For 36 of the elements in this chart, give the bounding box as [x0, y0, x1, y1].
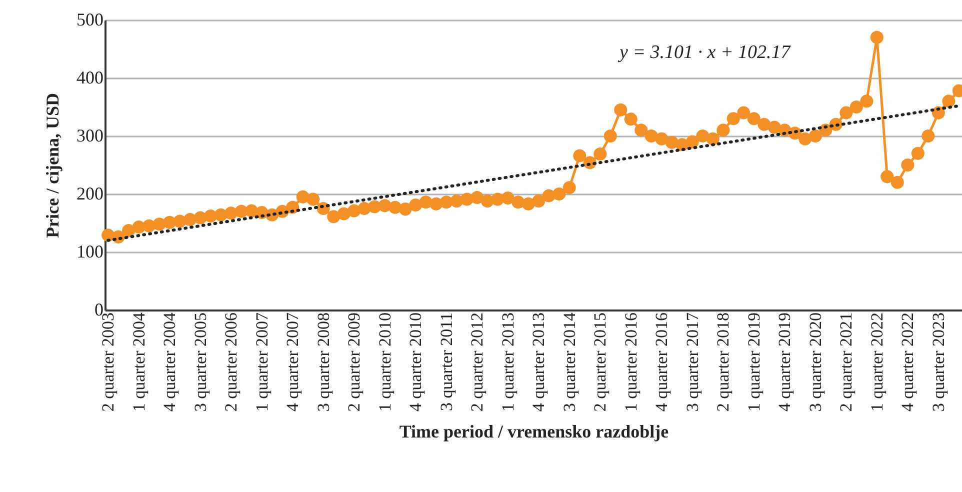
x-tick-label: 2 quarter 2015: [590, 312, 610, 412]
x-tick-label: 4 quarter 2022: [898, 312, 918, 412]
x-tick-label: 4 quarter 2007: [283, 312, 302, 412]
x-tick-label: 1 quarter 2013: [498, 312, 518, 412]
y-tick-label: 500: [76, 10, 104, 30]
x-tick-label: 3 quarter 2017: [682, 312, 702, 412]
x-tick-label: 1 quarter 2007: [252, 312, 272, 412]
x-tick-label: 4 quarter 2019: [775, 312, 794, 412]
x-axis-title: Time period / vremensko razdoblje: [399, 422, 669, 442]
x-tick-label: 2 quarter 2009: [344, 312, 364, 412]
x-tick-label: 3 quarter 2011: [436, 312, 456, 412]
y-tick-label: 100: [76, 242, 104, 262]
x-tick-label: 2 quarter 2006: [222, 312, 241, 412]
annotation: y = 3.101 · x + 102.17: [618, 42, 792, 63]
x-tick-label: 2 quarter 2021: [836, 312, 856, 412]
y-axis-title: Price / cijena, USD: [42, 93, 62, 238]
y-tick-label: 200: [76, 184, 104, 204]
x-tick-label: 3 quarter 2020: [806, 312, 825, 412]
y-tick-label: 400: [76, 68, 104, 88]
x-tick-label: 4 quarter 2004: [160, 312, 180, 412]
x-tick-label: 4 quarter 2013: [529, 312, 548, 412]
x-tick-label: 4 quarter 2016: [652, 312, 672, 412]
x-tick-label: 1 quarter 2019: [744, 312, 764, 412]
x-tick-label: 3 quarter 2014: [560, 312, 579, 412]
x-tick-label: 4 quarter 2010: [406, 312, 426, 412]
x-tick-label: 2 quarter 2018: [714, 312, 733, 412]
x-tick-label: 1 quarter 2004: [129, 312, 148, 412]
x-tick-label: 3 quarter 2005: [190, 312, 210, 412]
x-tick-label: 2 quarter 2012: [468, 312, 487, 412]
y-tick-label: 300: [76, 126, 104, 146]
x-tick-label: 3 quarter 2008: [314, 312, 333, 412]
x-tick-label: 3 quarter 2023: [928, 312, 948, 412]
y-tick-label: 0: [94, 300, 104, 320]
x-tick-label: 1 quarter 2022: [867, 312, 886, 412]
x-tick-label: 1 quarter 2010: [375, 312, 394, 412]
x-tick-label: 1 quarter 2016: [621, 312, 640, 412]
